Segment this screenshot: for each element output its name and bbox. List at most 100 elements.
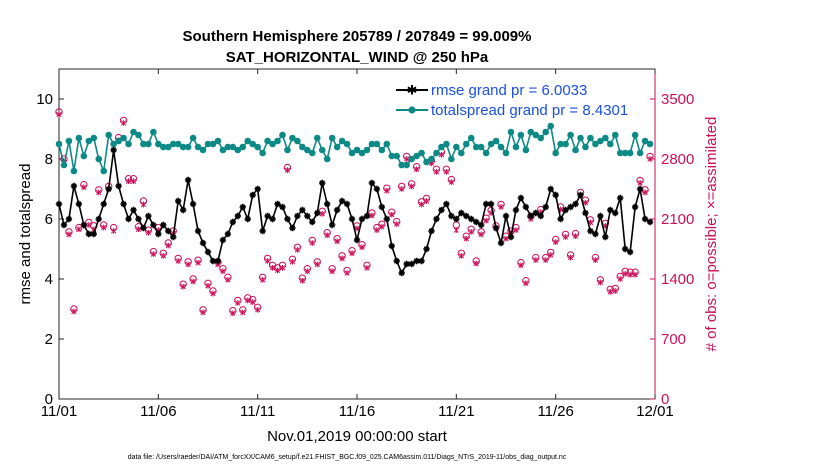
totalspread-point [562, 140, 569, 148]
obs-assimilated-point [101, 224, 107, 231]
totalspread-point [646, 140, 654, 148]
obs-assimilated-point [86, 222, 92, 228]
totalspread-point [343, 140, 351, 148]
totalspread-point [274, 137, 281, 145]
obs-assimilated-point [245, 297, 251, 304]
totalspread-point [309, 149, 316, 157]
rmse-point [170, 233, 177, 241]
y-right-tick-label: 3500 [661, 91, 694, 108]
obs-assimilated-point [150, 251, 157, 258]
obs-assimilated-point [468, 228, 474, 235]
obs-assimilated-point [304, 268, 310, 275]
totalspread-point [100, 167, 107, 175]
totalspread-point [497, 143, 505, 151]
x-tick-label: 11/16 [339, 403, 375, 420]
obs-assimilated-point [344, 270, 350, 276]
obs-assimilated-point [369, 212, 375, 219]
totalspread-point [413, 152, 420, 160]
rmse-point [130, 206, 137, 214]
rmse-point [115, 182, 122, 190]
totalspread-point [80, 152, 88, 160]
rmse-point [522, 203, 530, 211]
totalspread-point [403, 161, 410, 169]
totalspread-point [438, 143, 445, 151]
totalspread-point [636, 149, 644, 157]
totalspread-point [363, 146, 371, 154]
totalspread-point [408, 155, 415, 163]
rmse-point [487, 200, 495, 208]
rmse-point [612, 209, 619, 217]
totalspread-point [577, 134, 584, 142]
y-tick-label: 6 [45, 211, 53, 228]
rmse-point [358, 215, 366, 223]
obs-assimilated-point [553, 239, 559, 246]
obs-assimilated-point [225, 276, 231, 283]
rmse-point [184, 176, 192, 184]
totalspread-point [393, 152, 401, 160]
totalspread-point [318, 146, 326, 154]
totalspread-point [120, 134, 127, 142]
totalspread-point [348, 149, 356, 157]
obs-assimilated-point [523, 280, 529, 287]
rmse-point [458, 209, 465, 217]
obs-assimilated-point [185, 261, 191, 268]
obs-assimilated-point [483, 217, 489, 224]
totalspread-point [557, 140, 564, 148]
obs-assimilated-point [533, 257, 539, 264]
totalspread-point [199, 146, 207, 154]
rmse-point [473, 218, 480, 226]
totalspread-point [85, 137, 93, 145]
legend: ✱ rmse grand pr = 6.0033 totalspread gra… [393, 80, 648, 120]
rmse-point [348, 215, 356, 223]
rmse-point [363, 212, 371, 220]
totalspread-point [423, 158, 430, 166]
obs-assimilated-point [135, 226, 142, 233]
totalspread-point [204, 140, 212, 148]
totalspread-point [527, 128, 535, 136]
totalspread-point [264, 137, 271, 145]
legend-box [393, 80, 648, 120]
totalspread-point [418, 149, 425, 157]
rmse-point [304, 212, 311, 220]
rmse-point [443, 200, 450, 208]
rmse-point [408, 260, 415, 268]
y-right-tick-label: 1400 [661, 271, 694, 288]
rmse-point [343, 200, 351, 208]
rmse-point [214, 257, 222, 265]
legend-spread-label: totalspread grand pr = 8.4301 [431, 102, 628, 119]
totalspread-point [90, 134, 98, 142]
totalspread-point [239, 143, 247, 151]
obs-assimilated-point [637, 180, 643, 186]
rmse-point [338, 197, 346, 205]
totalspread-point [304, 146, 311, 154]
rmse-point [353, 236, 361, 244]
totalspread-point [502, 149, 510, 157]
obs-assimilated-point [289, 258, 296, 265]
rmse-point [254, 185, 261, 193]
obs-assimilated-point [394, 221, 400, 228]
obs-assimilated-point [125, 178, 132, 185]
totalspread-point [428, 155, 435, 163]
x-tick-label: 11/21 [438, 403, 474, 420]
totalspread-point [616, 149, 624, 157]
rmse-point [120, 200, 127, 208]
rmse-point [110, 146, 117, 154]
rmse-point [155, 230, 162, 238]
rmse-point [324, 200, 331, 208]
obs-assimilated-point [349, 250, 355, 257]
obs-assimilated-point [354, 225, 360, 232]
totalspread-point [169, 140, 177, 148]
obs-assimilated-point [175, 258, 181, 264]
totalspread-point [537, 134, 545, 142]
x-tick-label: 11/11 [240, 403, 275, 420]
obs-assimilated-point [334, 238, 340, 245]
rmse-point [85, 230, 92, 238]
obs-assimilated-point [230, 310, 236, 317]
y-right-tick-label: 700 [661, 331, 686, 348]
rmse-point [259, 227, 266, 235]
totalspread-point [194, 143, 202, 151]
totalspread-point [621, 149, 629, 157]
obs-assimilated-point [453, 227, 459, 234]
rmse-point [309, 218, 316, 226]
obs-assimilated-point [284, 167, 291, 174]
